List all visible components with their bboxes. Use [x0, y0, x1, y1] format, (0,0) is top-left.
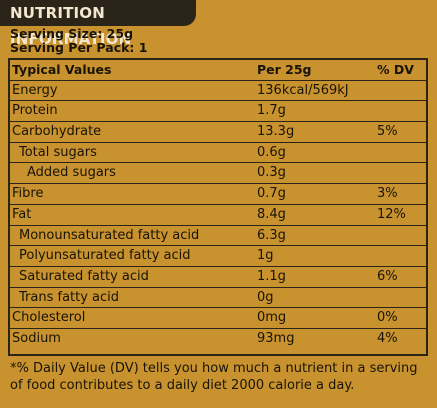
nutrient-value: 1.7g — [257, 103, 286, 119]
nutrient-value: 0g — [257, 289, 274, 305]
table-row: Saturated fatty acid 1.1g 6% — [10, 267, 426, 288]
serving-info: Serving Size: 25g Serving Per Pack: 1 — [10, 27, 147, 55]
table-row: Sodium 93mg 4% — [10, 329, 426, 350]
nutrient-daily-value: 4% — [377, 330, 398, 346]
nutrient-value: 0.6g — [257, 144, 286, 160]
table-row: Cholesterol 0mg 0% — [10, 308, 426, 329]
table-row: Fat 8.4g 12% — [10, 205, 426, 226]
serving-per-pack: Serving Per Pack: 1 — [10, 40, 148, 55]
table-header-row: Typical Values Per 25g % DV — [10, 60, 426, 81]
nutrient-value: 8.4g — [257, 206, 286, 222]
nutrition-table: Typical Values Per 25g % DV Energy 136kca… — [8, 58, 428, 356]
table-row: Protein 1.7g — [10, 101, 426, 123]
nutrient-name: Fibre — [12, 186, 44, 202]
nutrient-value: 0mg — [257, 310, 287, 326]
nutrient-name: Saturated fatty acid — [19, 268, 149, 284]
nutrient-name: Cholesterol — [12, 310, 86, 326]
nutrition-title: NUTRITION INFORMATION — [0, 0, 196, 48]
nutrient-daily-value: 5% — [377, 124, 398, 140]
nutrient-value: 6.3g — [257, 227, 286, 243]
header-typical-values: Typical Values — [12, 62, 112, 77]
nutrient-name: Trans fatty acid — [19, 289, 120, 305]
nutrient-name: Monounsaturated fatty acid — [19, 227, 200, 243]
nutrient-name: Fat — [12, 206, 32, 222]
nutrient-name: Protein — [12, 103, 58, 119]
nutrient-name: Polyunsaturated fatty acid — [19, 248, 191, 264]
nutrient-value: 0.3g — [257, 165, 286, 181]
nutrient-value: 13.3g — [257, 124, 295, 140]
nutrient-daily-value: 0% — [377, 310, 398, 326]
table-row: Total sugars 0.6g — [10, 143, 426, 164]
daily-value-footnote: *% Daily Value (DV) tells you how much a… — [10, 361, 418, 393]
table-row: Fibre 0.7g 3% — [10, 184, 426, 205]
header-daily-value: % DV — [377, 62, 414, 77]
nutrient-value: 93mg — [257, 330, 295, 346]
nutrient-value: 136kcal/569kJ — [257, 82, 349, 98]
header-per-serving: Per 25g — [257, 62, 312, 77]
table-body: Energy 136kcal/569kJ Protein 1.7g Carbohydra… — [10, 81, 426, 350]
nutrient-value: 1.1g — [257, 268, 286, 284]
nutrient-daily-value: 6% — [377, 268, 398, 284]
nutrient-name: Carbohydrate — [12, 124, 102, 140]
nutrient-name: Energy — [12, 82, 58, 98]
nutrient-value: 1g — [257, 248, 274, 264]
nutrient-name: Added sugars — [27, 165, 116, 181]
table-row: Energy 136kcal/569kJ — [10, 81, 426, 102]
nutrient-name: Total sugars — [19, 144, 97, 160]
table-row: Polyunsaturated fatty acid 1g — [10, 246, 426, 267]
table-row: Monounsaturated fatty acid 6.3g — [10, 226, 426, 247]
table-row: Added sugars 0.3g — [10, 163, 426, 185]
nutrient-value: 0.7g — [257, 186, 286, 202]
nutrient-daily-value: 12% — [377, 206, 406, 222]
nutrient-name: Sodium — [12, 330, 61, 346]
table-row: Carbohydrate 13.3g 5% — [10, 122, 426, 143]
table-row: Trans fatty acid 0g — [10, 288, 426, 309]
nutrient-daily-value: 3% — [377, 186, 398, 202]
serving-size: Serving Size: 25g — [10, 26, 134, 41]
